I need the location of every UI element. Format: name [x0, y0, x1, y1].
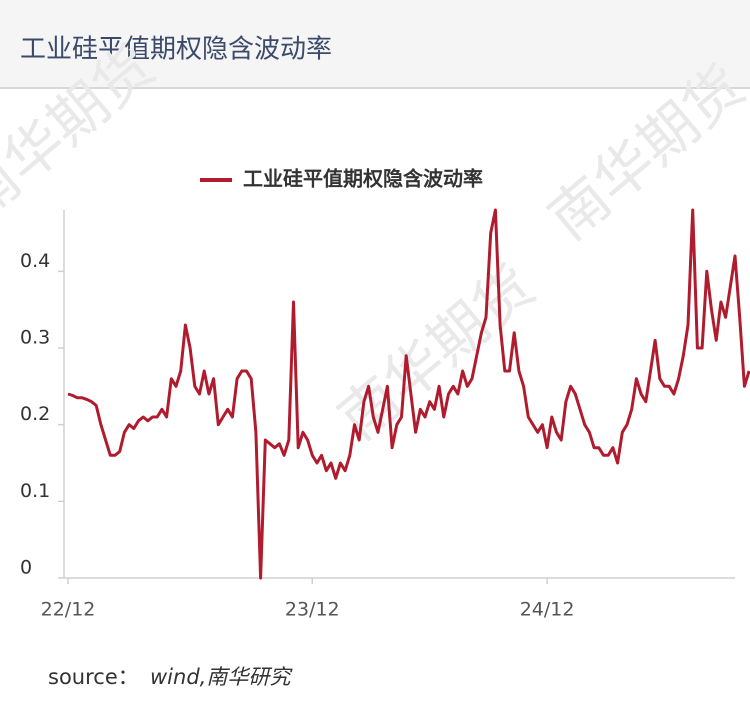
y-tick-label: 0.3 [20, 327, 50, 349]
series-line [67, 208, 750, 580]
x-tick-label: 24/12 [520, 599, 575, 621]
x-tick-label: 23/12 [285, 599, 340, 621]
legend-label: 工业硅平值期权隐含波动率 [243, 167, 483, 191]
header-band [0, 0, 750, 88]
source-label: source： [48, 665, 139, 689]
plot: 0 0.1 0.2 0.3 0.4 22/12 23/12 24/12 工业硅平值期权隐含波动率 [20, 167, 750, 621]
watermark: 南华期货 [326, 252, 547, 453]
y-tick-label: 0.1 [20, 480, 50, 502]
y-tick-label: 0.2 [20, 403, 50, 425]
header-title: 工业硅平值期权隐含波动率 [20, 35, 332, 65]
y-tick-label: 0 [20, 557, 32, 579]
source: wind,南华研究 [150, 665, 293, 689]
x-tick-label: 22/12 [41, 599, 96, 621]
watermarks: 南华期货 南华期货 南华期货 [0, 32, 750, 453]
y-tick-label: 0.4 [20, 250, 50, 272]
